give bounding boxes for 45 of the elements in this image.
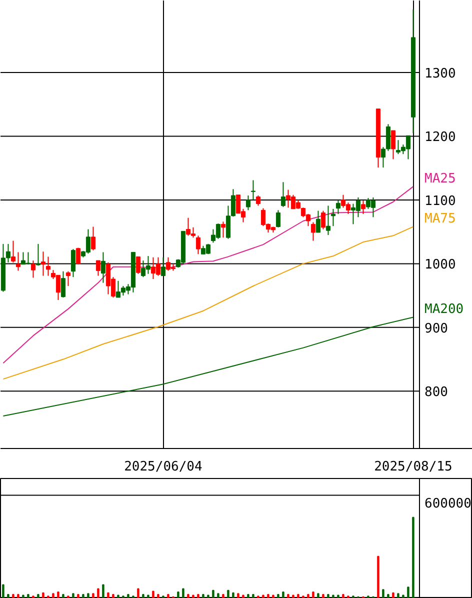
- y-tick-label: 1200: [424, 130, 456, 146]
- candlestick: [16, 252, 20, 272]
- candlestick: [196, 235, 200, 255]
- candlestick: [326, 205, 330, 236]
- candlestick: [36, 243, 40, 266]
- candlestick: [316, 210, 320, 233]
- x-tick-label: 2025/08/15: [374, 460, 452, 474]
- candlestick: [330, 208, 336, 227]
- candlestick: [160, 256, 166, 276]
- series-label: MA25: [424, 172, 456, 187]
- line-series: [2, 186, 414, 364]
- candlestick: [60, 270, 66, 298]
- series-label: MA75: [424, 212, 456, 227]
- candlestick: [76, 247, 80, 265]
- series-label: MA200: [424, 302, 464, 318]
- y-tick-label: 900: [424, 321, 448, 336]
- candlestick: [70, 248, 76, 278]
- x-tick-label: 2025/06/04: [124, 460, 203, 474]
- candlestick: [220, 221, 226, 238]
- candlestick: [30, 260, 36, 278]
- candlestick: [10, 240, 16, 263]
- candlestick: [46, 256, 50, 276]
- candlestick: [336, 200, 340, 214]
- line-series: [2, 316, 414, 416]
- candlestick: [256, 195, 260, 206]
- text: 600000: [424, 496, 472, 512]
- candlestick: [310, 222, 316, 242]
- candlestick: [390, 130, 396, 160]
- candlestick: [136, 256, 140, 274]
- candlestick: [280, 182, 286, 208]
- candlestick: [250, 180, 256, 200]
- candlestick: [96, 260, 100, 276]
- candlestick: [100, 252, 106, 284]
- candlestick: [90, 226, 96, 251]
- candlestick: [320, 210, 326, 230]
- y-tick-label: 1300: [424, 66, 456, 82]
- line-series: [2, 226, 414, 380]
- candlestick: [246, 195, 250, 211]
- candlestick: [40, 251, 46, 276]
- y-tick-label: 1000: [424, 258, 456, 273]
- candlestick: [66, 270, 70, 286]
- y-tick-label: 1100: [424, 194, 456, 209]
- candlestick: [276, 210, 280, 228]
- candlestick: [360, 200, 366, 214]
- y-tick-label: 800: [424, 385, 448, 400]
